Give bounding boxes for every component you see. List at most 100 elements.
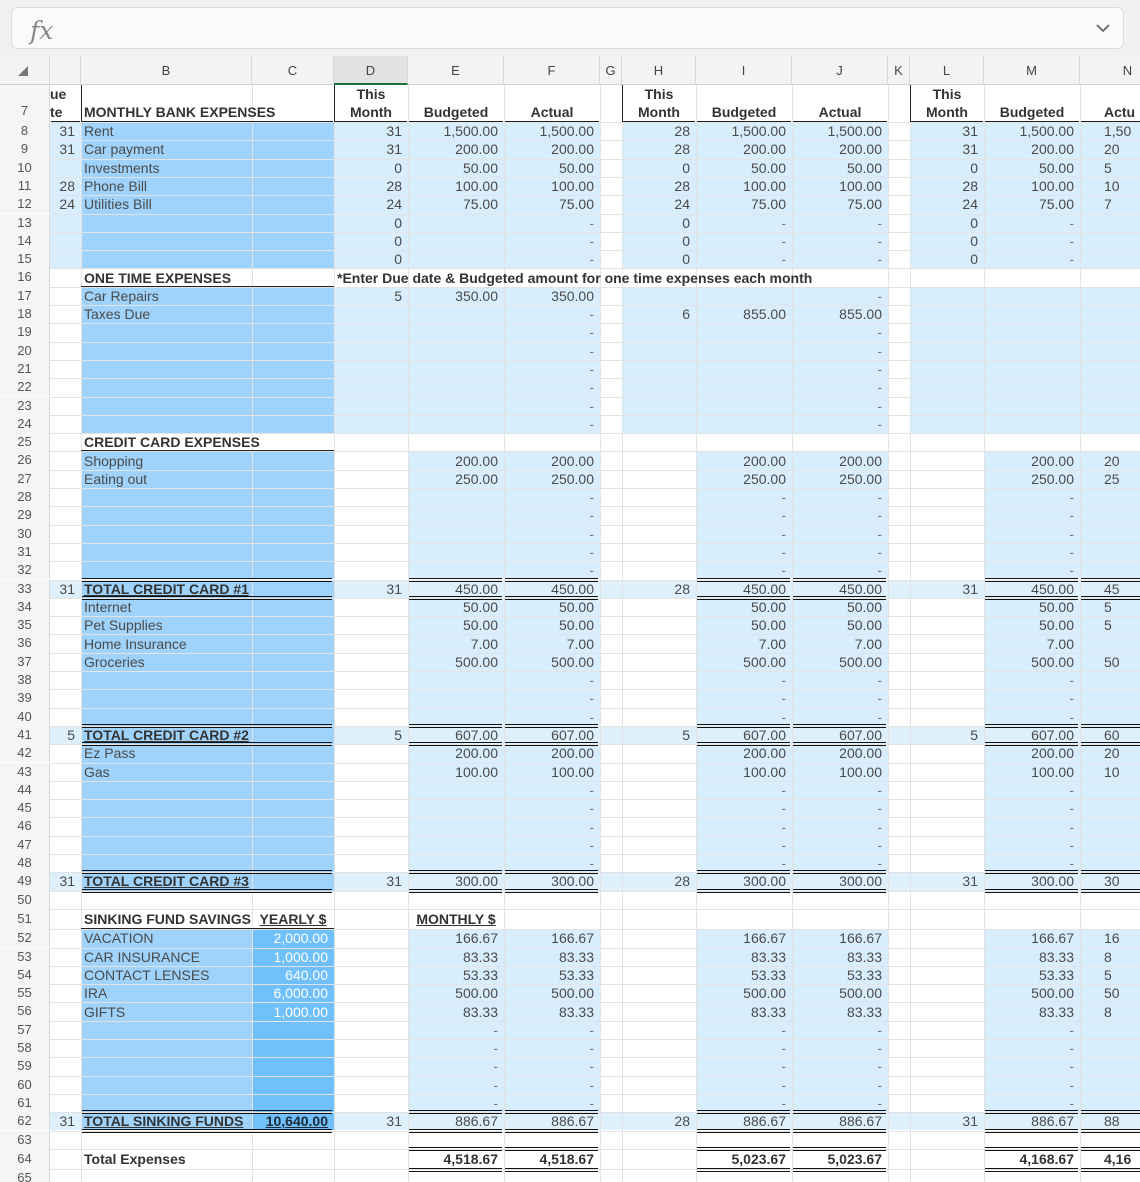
cell-b-25[interactable]: CREDIT CARD EXPENSES: [84, 434, 260, 451]
cell-m-33[interactable]: 450.00: [1031, 580, 1074, 597]
cell-i-49[interactable]: 300.00: [743, 873, 786, 890]
cell-e-26[interactable]: 200.00: [455, 452, 498, 469]
cell-m-60[interactable]: -: [1069, 1076, 1074, 1093]
cell-c-52[interactable]: 2,000.00: [273, 930, 329, 947]
cell-d-49[interactable]: 31: [386, 873, 402, 890]
column-header-h[interactable]: H: [622, 56, 696, 85]
row-header-45[interactable]: 45: [0, 799, 50, 818]
row-header-58[interactable]: 58: [0, 1039, 50, 1058]
cell-m-28[interactable]: -: [1069, 489, 1074, 506]
cell-j-29[interactable]: -: [877, 507, 882, 524]
cell-b-10[interactable]: Investments: [84, 159, 160, 176]
cell-f-34[interactable]: 50.00: [558, 598, 594, 615]
cell-j-30[interactable]: -: [877, 525, 882, 542]
cell-m-13[interactable]: -: [1069, 214, 1074, 231]
cell-f-23[interactable]: -: [589, 397, 594, 414]
cell-n-33[interactable]: 45: [1104, 580, 1120, 597]
cell-b-42[interactable]: Ez Pass: [84, 745, 136, 762]
cell-e-57[interactable]: -: [493, 1021, 498, 1038]
cell-j-13[interactable]: -: [877, 214, 882, 231]
cell-j-19[interactable]: -: [877, 324, 882, 341]
cell-j-56[interactable]: 83.33: [846, 1003, 882, 1020]
cell-e-37[interactable]: 500.00: [455, 653, 498, 670]
cell-b-52[interactable]: VACATION: [84, 930, 154, 947]
cell-n-9[interactable]: 20: [1104, 141, 1120, 158]
cell-f-45[interactable]: -: [589, 800, 594, 817]
cell-j-15[interactable]: -: [877, 251, 882, 268]
row-header-54[interactable]: 54: [0, 965, 50, 985]
cell-i-56[interactable]: 83.33: [750, 1003, 786, 1020]
row-header-19[interactable]: 19: [0, 323, 50, 342]
row-header-35[interactable]: 35: [0, 616, 50, 635]
row-header-31[interactable]: 31: [0, 542, 50, 562]
row-header-29[interactable]: 29: [0, 506, 50, 525]
row-header-61[interactable]: 61: [0, 1093, 50, 1113]
cell-i-47[interactable]: -: [781, 836, 786, 853]
cell-b-11[interactable]: Phone Bill: [84, 178, 148, 195]
cell-h-9[interactable]: 28: [674, 141, 690, 158]
cell-j-9[interactable]: 200.00: [839, 141, 882, 158]
cell-m-38[interactable]: -: [1069, 672, 1074, 689]
cell-n-64[interactable]: 4,16: [1104, 1150, 1132, 1167]
cell-m-57[interactable]: -: [1069, 1021, 1074, 1038]
cell-m-52[interactable]: 166.67: [1031, 930, 1074, 947]
cell-e-64[interactable]: 4,518.67: [443, 1150, 499, 1167]
cell-h-14[interactable]: 0: [682, 232, 690, 249]
cell-f-33[interactable]: 450.00: [551, 580, 594, 597]
cell-h-13[interactable]: 0: [682, 214, 690, 231]
cell-d-62[interactable]: 31: [386, 1113, 402, 1130]
cell-f-28[interactable]: -: [589, 489, 594, 506]
cell-e-53[interactable]: 83.33: [462, 948, 498, 965]
cell-a-33[interactable]: 31: [59, 580, 75, 597]
cell-i-30[interactable]: -: [781, 525, 786, 542]
cell-h-62[interactable]: 28: [674, 1113, 690, 1130]
cell-h-12[interactable]: 24: [674, 196, 690, 213]
cell-j-33[interactable]: 450.00: [839, 580, 882, 597]
cell-e-51[interactable]: MONTHLY $: [416, 911, 496, 928]
row-header-24[interactable]: 24: [0, 414, 50, 434]
cell-j-54[interactable]: 53.33: [846, 966, 882, 983]
cell-m-32[interactable]: -: [1069, 562, 1074, 579]
cell-m-39[interactable]: -: [1069, 690, 1074, 707]
cell-i-26[interactable]: 200.00: [743, 452, 786, 469]
cell-l-41[interactable]: 5: [970, 727, 978, 744]
cell-j-44[interactable]: -: [877, 781, 882, 798]
column-header-f[interactable]: F: [504, 56, 600, 85]
cell-j-59[interactable]: -: [877, 1058, 882, 1075]
cell-j-14[interactable]: -: [877, 232, 882, 249]
row-header-44[interactable]: 44: [0, 780, 50, 800]
row-header-55[interactable]: 55: [0, 984, 50, 1003]
cell-h-11[interactable]: 28: [674, 178, 690, 195]
cell-j-35[interactable]: 50.00: [846, 617, 882, 634]
cell-f-18[interactable]: -: [589, 306, 594, 323]
cell-i-44[interactable]: -: [781, 781, 786, 798]
cell-c-56[interactable]: 1,000.00: [273, 1003, 329, 1020]
cell-j-43[interactable]: 100.00: [839, 763, 882, 780]
row-header-65[interactable]: 65: [0, 1169, 50, 1182]
cell-f-32[interactable]: -: [589, 562, 594, 579]
column-header-d[interactable]: D: [334, 56, 408, 85]
cell-c-53[interactable]: 1,000.00: [273, 948, 329, 965]
cell-m-47[interactable]: -: [1069, 836, 1074, 853]
cell-h-33[interactable]: 28: [674, 580, 690, 597]
cell-c-62[interactable]: 10,640.00: [265, 1113, 328, 1130]
cell-f-56[interactable]: 83.33: [558, 1003, 594, 1020]
cell-e-34[interactable]: 50.00: [462, 598, 498, 615]
cell-e-35[interactable]: 50.00: [462, 617, 498, 634]
cell-f-14[interactable]: -: [589, 232, 594, 249]
cell-j-47[interactable]: -: [877, 836, 882, 853]
cell-e-9[interactable]: 200.00: [455, 141, 498, 158]
cell-j-53[interactable]: 83.33: [846, 948, 882, 965]
column-header-i[interactable]: I: [696, 56, 792, 85]
row-header-34[interactable]: 34: [0, 597, 50, 617]
cell-i-52[interactable]: 166.67: [743, 930, 786, 947]
cell-i-48[interactable]: -: [781, 855, 786, 872]
cell-i-15[interactable]: -: [781, 251, 786, 268]
cell-a-41[interactable]: 5: [67, 727, 75, 744]
cell-f-48[interactable]: -: [589, 855, 594, 872]
cell-l-12[interactable]: 24: [962, 196, 978, 213]
row-header-17[interactable]: 17: [0, 286, 50, 305]
cell-e-58[interactable]: -: [493, 1040, 498, 1057]
cell-i-12[interactable]: 75.00: [750, 196, 786, 213]
row-header-9[interactable]: 9: [0, 140, 50, 159]
